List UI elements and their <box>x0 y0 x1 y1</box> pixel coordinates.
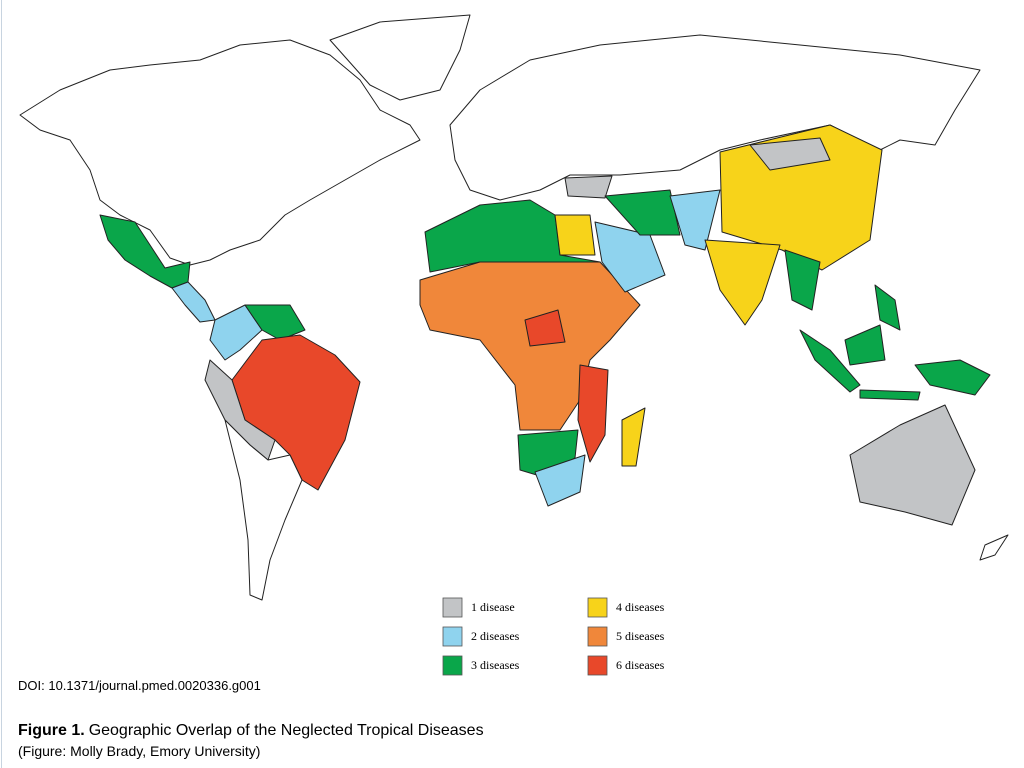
region <box>577 364 609 463</box>
region <box>564 175 613 199</box>
region <box>604 189 681 236</box>
region <box>749 137 831 171</box>
region <box>799 329 861 393</box>
region <box>621 407 646 467</box>
legend: 1 disease 2 diseases 3 diseases 4 diseases 5… <box>442 597 665 676</box>
legend-label: 6 diseases <box>616 658 665 672</box>
legend-label: 1 disease <box>471 600 515 614</box>
legend-label: 2 diseases <box>471 629 520 643</box>
legend-swatch <box>587 626 608 647</box>
legend-swatch <box>442 597 463 618</box>
region <box>244 304 306 341</box>
region <box>859 389 921 401</box>
region <box>329 14 471 101</box>
region <box>784 249 821 311</box>
region <box>844 324 886 366</box>
region <box>719 124 883 271</box>
legend-label: 5 diseases <box>616 629 665 643</box>
region <box>424 199 601 273</box>
caption-title: Geographic Overlap of the Neglected Trop… <box>89 722 484 739</box>
region <box>914 359 991 396</box>
region <box>524 309 566 347</box>
region <box>979 534 1009 561</box>
caption-label: Figure 1. <box>18 722 85 739</box>
region <box>849 404 976 526</box>
legend-swatch <box>442 655 463 676</box>
legend-label: 3 diseases <box>471 658 520 672</box>
region <box>224 419 303 601</box>
doi: DOI: 10.1371/journal.pmed.0020336.g001 <box>18 678 261 693</box>
region <box>874 284 901 331</box>
world-map <box>19 14 1009 601</box>
region <box>669 189 721 251</box>
caption-credit: (Figure: Molly Brady, Emory University) <box>18 743 260 759</box>
region <box>704 239 781 326</box>
region <box>554 214 596 256</box>
legend-swatch <box>587 655 608 676</box>
legend-swatch <box>442 626 463 647</box>
legend-label: 4 diseases <box>616 600 665 614</box>
region <box>534 454 586 507</box>
figure-caption: Figure 1. Geographic Overlap of the Negle… <box>18 722 484 739</box>
legend-swatch <box>587 597 608 618</box>
region <box>19 39 421 266</box>
